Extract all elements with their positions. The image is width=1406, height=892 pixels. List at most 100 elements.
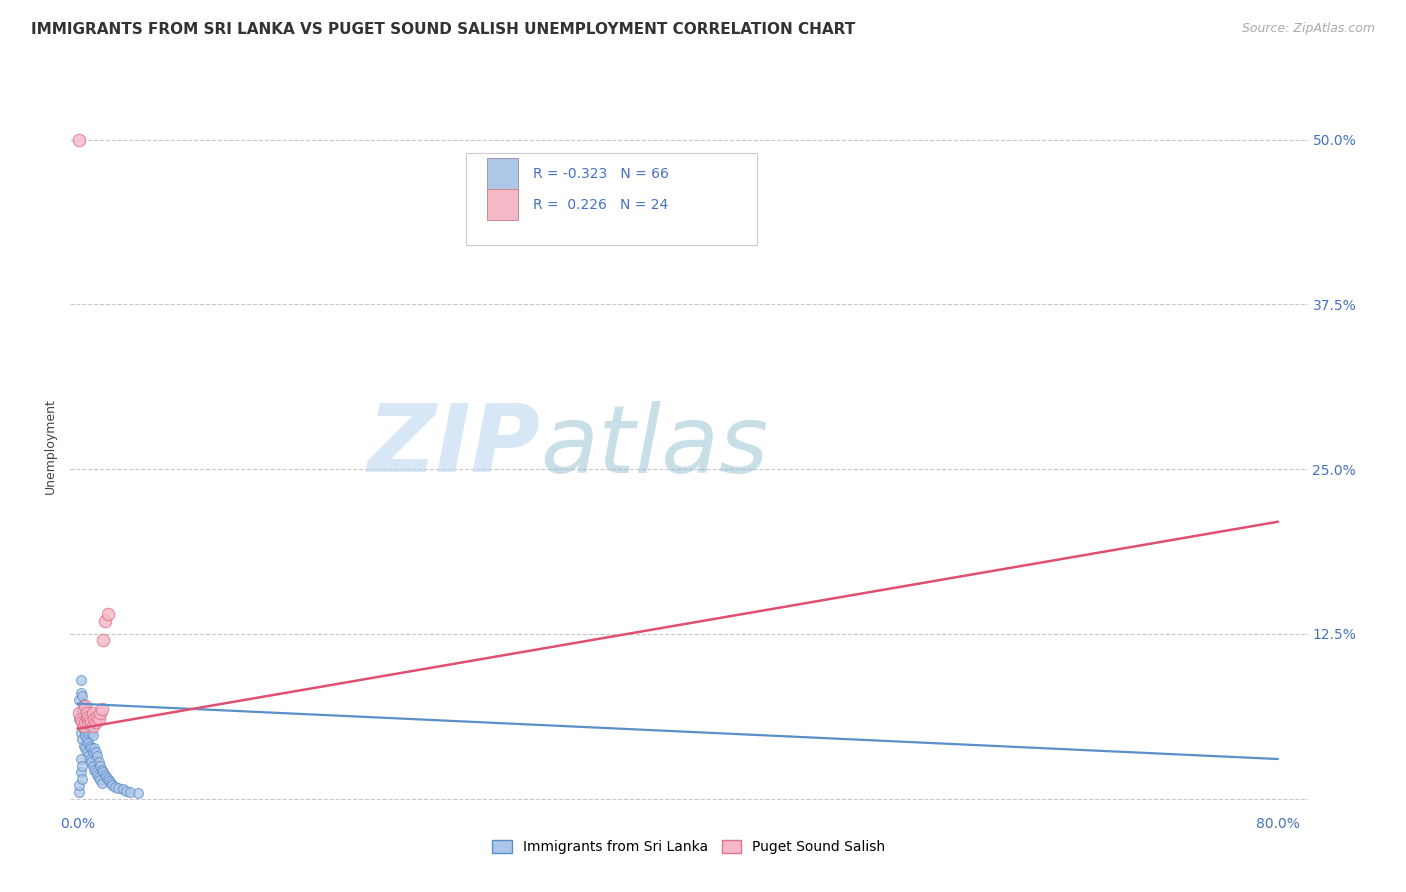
Point xyxy=(83,741,105,756)
Point xyxy=(107,780,129,795)
Point xyxy=(73,697,96,711)
Point xyxy=(73,708,96,723)
Point xyxy=(67,132,90,146)
Point xyxy=(96,771,118,785)
Point xyxy=(79,752,101,766)
Point xyxy=(76,732,98,747)
Point xyxy=(67,692,90,706)
Point xyxy=(80,725,103,739)
Text: atlas: atlas xyxy=(540,401,769,491)
Text: R =  0.226   N = 24: R = 0.226 N = 24 xyxy=(533,198,668,211)
Point xyxy=(82,746,104,760)
Legend: Immigrants from Sri Lanka, Puget Sound Salish: Immigrants from Sri Lanka, Puget Sound S… xyxy=(486,834,891,860)
Point xyxy=(77,710,100,724)
Point xyxy=(75,699,97,714)
Point xyxy=(98,774,121,789)
Point xyxy=(82,728,104,742)
Point xyxy=(72,715,94,730)
FancyBboxPatch shape xyxy=(488,189,519,220)
Point xyxy=(84,746,107,760)
Point xyxy=(67,778,90,792)
Point xyxy=(89,773,111,788)
Point xyxy=(76,706,98,720)
FancyBboxPatch shape xyxy=(488,158,519,189)
Point xyxy=(120,785,142,799)
Point xyxy=(94,768,117,782)
Point xyxy=(84,715,107,730)
Point xyxy=(77,710,100,724)
Point xyxy=(72,732,94,747)
Point xyxy=(87,771,110,785)
Point xyxy=(84,765,107,780)
Point xyxy=(82,758,104,772)
Point xyxy=(90,775,112,789)
FancyBboxPatch shape xyxy=(467,153,756,244)
Point xyxy=(72,719,94,733)
Point xyxy=(80,741,103,756)
Point xyxy=(75,728,97,742)
Point xyxy=(76,746,98,760)
Point xyxy=(87,713,110,727)
Point xyxy=(69,725,91,739)
Point xyxy=(83,713,105,727)
Point xyxy=(75,699,97,714)
Point xyxy=(67,706,90,720)
Point xyxy=(75,715,97,730)
Point xyxy=(76,706,98,720)
Point xyxy=(73,739,96,753)
Point xyxy=(77,749,100,764)
Point xyxy=(101,778,124,792)
Point xyxy=(97,772,120,786)
Text: ZIP: ZIP xyxy=(367,400,540,492)
Point xyxy=(82,706,104,720)
Point xyxy=(72,702,94,716)
Point xyxy=(69,765,91,780)
Point xyxy=(72,772,94,786)
Point xyxy=(69,686,91,700)
Point xyxy=(111,782,134,797)
Point xyxy=(72,689,94,703)
Point xyxy=(104,780,127,794)
Point xyxy=(91,633,114,648)
Point xyxy=(86,710,108,724)
Point xyxy=(79,713,101,727)
Point xyxy=(72,758,94,772)
Point xyxy=(67,713,90,727)
Point xyxy=(80,715,103,730)
Point xyxy=(75,715,97,730)
Point xyxy=(90,763,112,777)
Point xyxy=(77,715,100,730)
Point xyxy=(69,713,91,727)
Point xyxy=(69,706,91,720)
Point xyxy=(79,719,101,733)
Point xyxy=(82,719,104,733)
Point xyxy=(76,713,98,727)
Point xyxy=(86,768,108,782)
Point xyxy=(77,736,100,750)
Point xyxy=(89,758,111,772)
Point xyxy=(77,725,100,739)
Point xyxy=(69,752,91,766)
Point xyxy=(127,786,149,800)
Point xyxy=(80,755,103,769)
Point xyxy=(83,763,105,777)
Point xyxy=(114,783,136,797)
Point xyxy=(100,775,122,789)
Point xyxy=(69,673,91,687)
Text: R = -0.323   N = 66: R = -0.323 N = 66 xyxy=(533,167,669,181)
Text: Source: ZipAtlas.com: Source: ZipAtlas.com xyxy=(1241,22,1375,36)
Y-axis label: Unemployment: Unemployment xyxy=(44,398,58,494)
Point xyxy=(67,785,90,799)
Point xyxy=(94,614,117,628)
Point xyxy=(91,765,114,780)
Point xyxy=(79,739,101,753)
Point xyxy=(89,706,111,720)
Point xyxy=(75,741,97,756)
Text: IMMIGRANTS FROM SRI LANKA VS PUGET SOUND SALISH UNEMPLOYMENT CORRELATION CHART: IMMIGRANTS FROM SRI LANKA VS PUGET SOUND… xyxy=(31,22,855,37)
Point xyxy=(76,719,98,733)
Point xyxy=(73,723,96,737)
Point xyxy=(90,702,112,716)
Point xyxy=(86,749,108,764)
Point xyxy=(73,719,96,733)
Point xyxy=(97,607,120,621)
